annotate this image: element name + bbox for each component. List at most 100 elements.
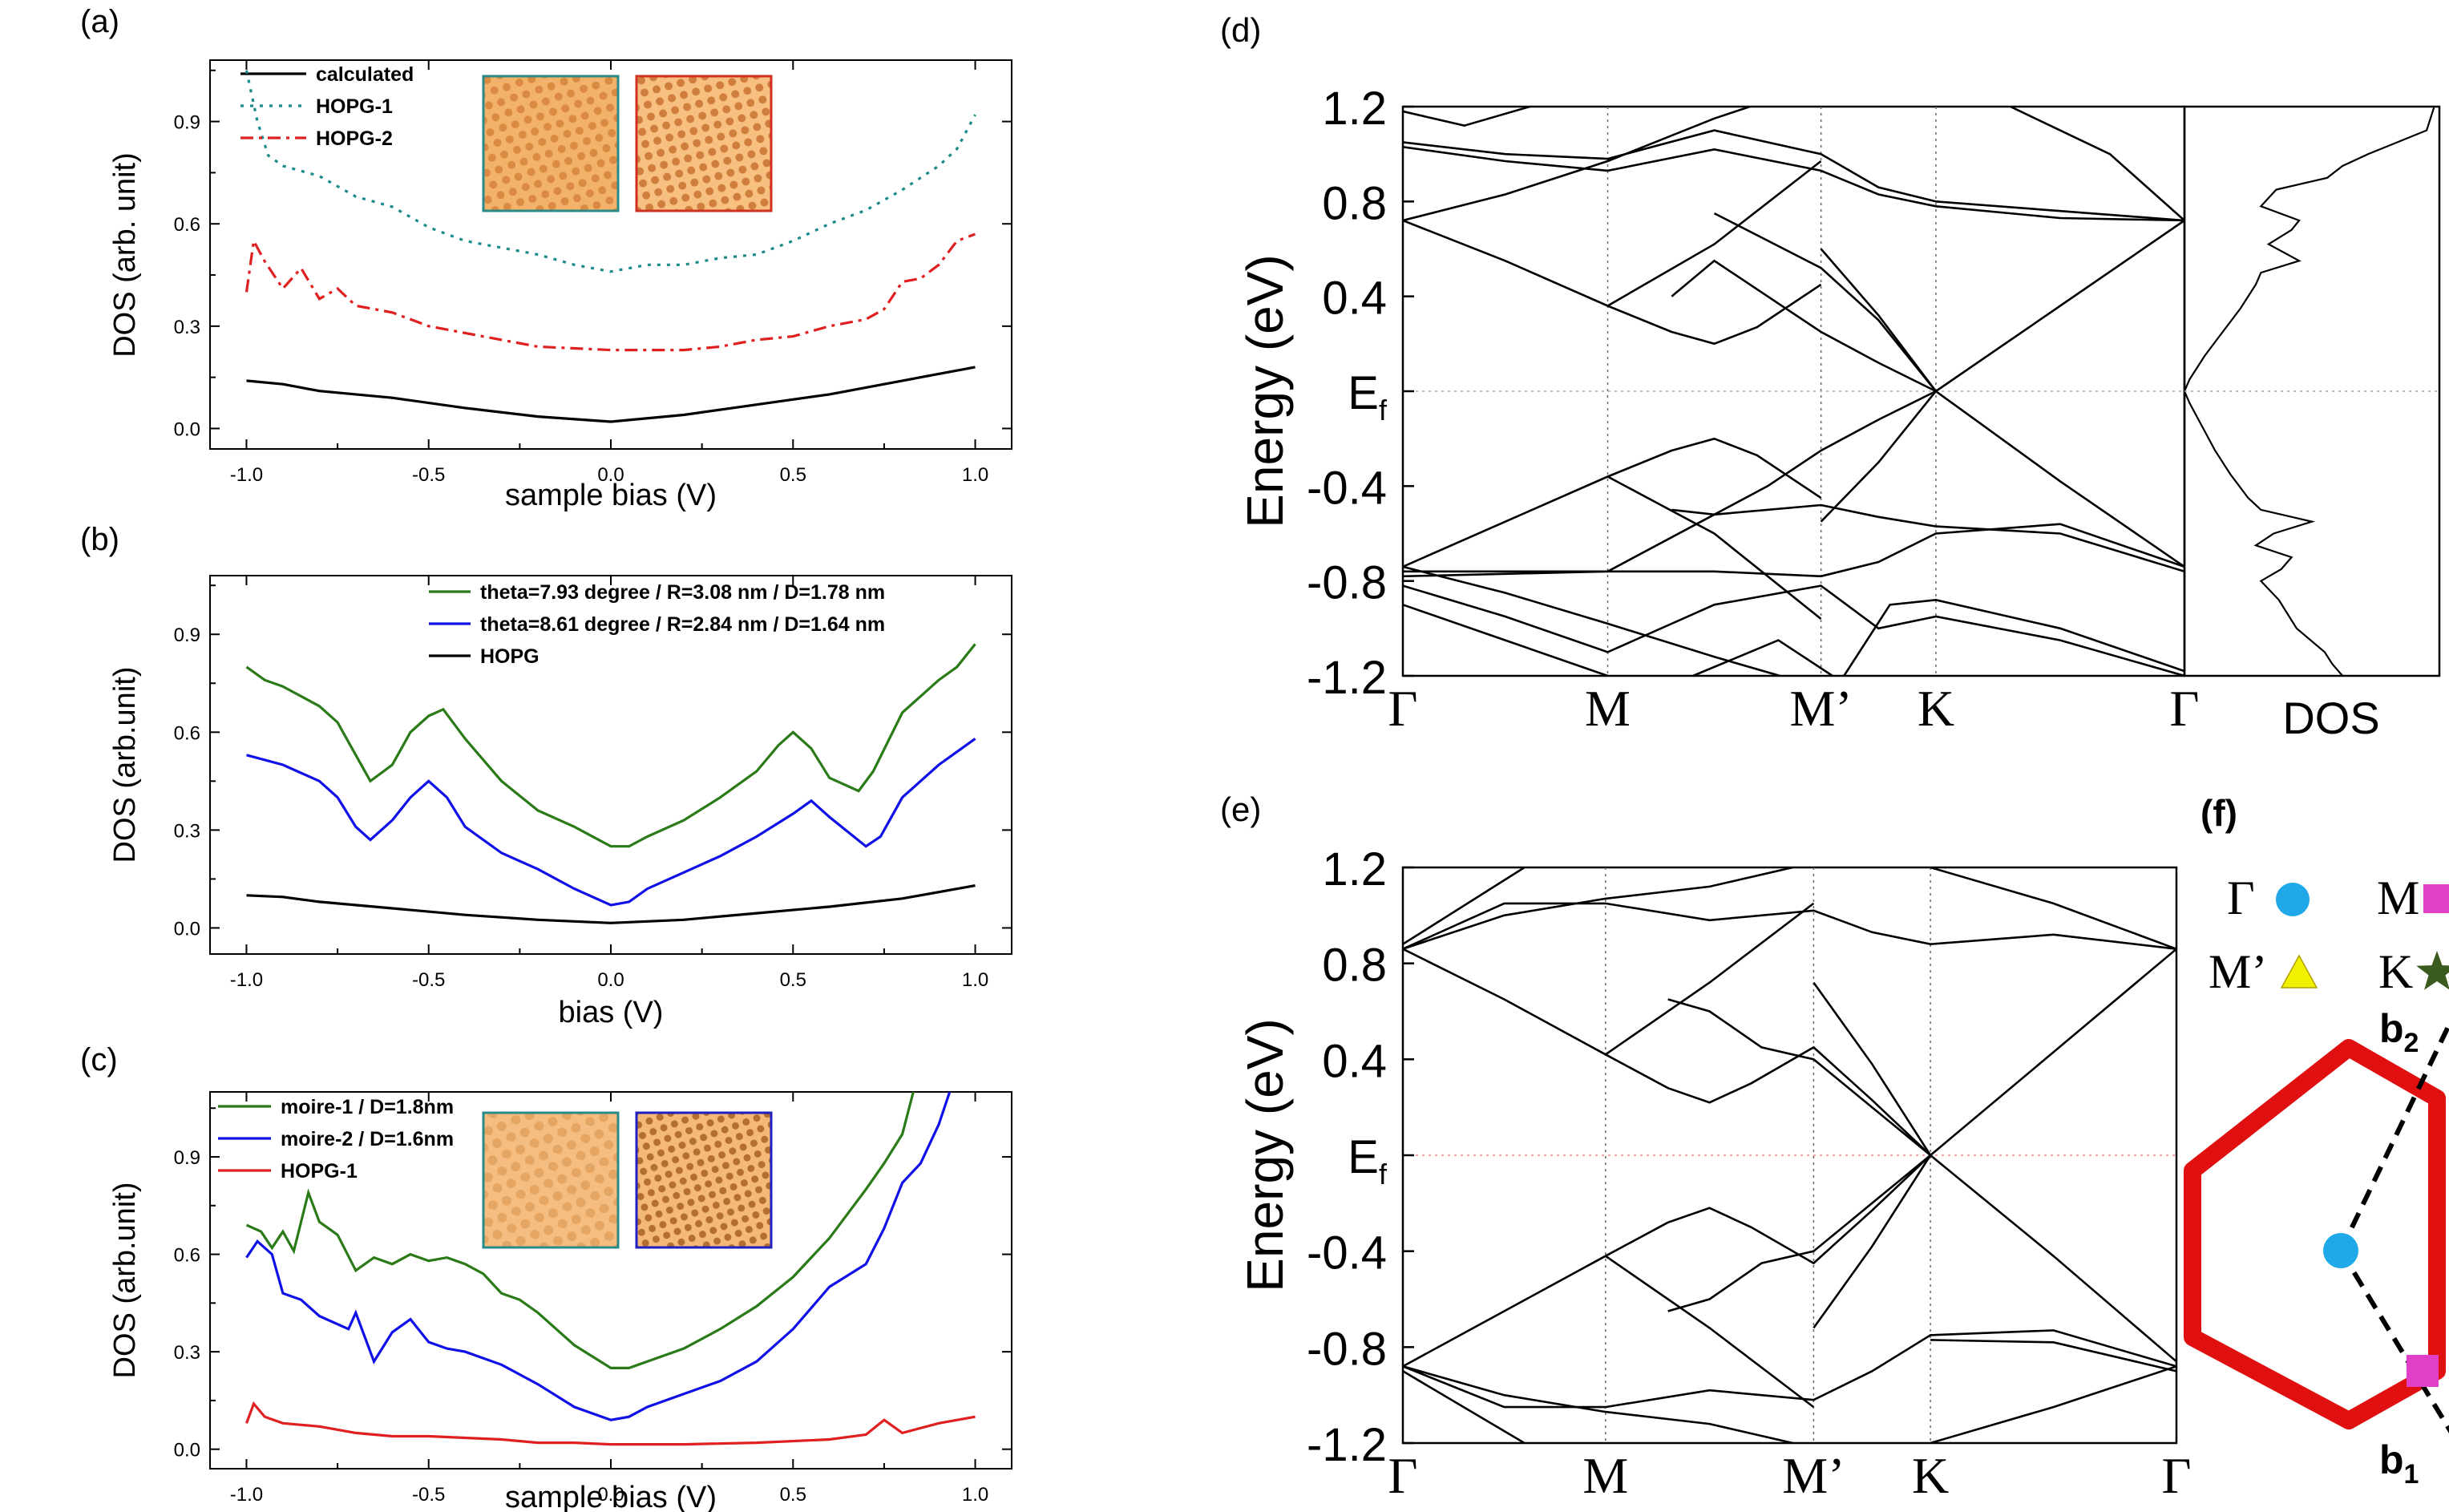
y-tick-label: 0.4 <box>1322 273 1387 325</box>
band-line <box>1930 1339 2176 1373</box>
k-point-label: M <box>1582 1447 1628 1504</box>
legend-mprime-triangle-icon <box>2280 954 2318 988</box>
panel-d-dos-frame <box>2183 105 2441 677</box>
band-line <box>1605 1255 1815 1409</box>
series-line-calculated <box>246 366 976 423</box>
x-tick-label: 0.0 <box>597 969 624 991</box>
panel-b-xlabel: bias (V) <box>559 996 664 1029</box>
legend-label: theta=7.93 degree / R=3.08 nm / D=1.78 n… <box>480 581 885 604</box>
panel-d-bands <box>1403 107 2184 676</box>
y-tick-label: -0.8 <box>1307 557 1387 609</box>
legend-gamma-circle-icon <box>2276 883 2310 916</box>
panel-a-inset-1 <box>482 75 620 212</box>
panel-a-label: (a) <box>80 4 119 39</box>
legend-k-star-icon <box>2416 951 2449 990</box>
x-tick-label: 1.0 <box>962 1484 988 1506</box>
k-point-label: K <box>1918 680 1954 737</box>
y-tick-label: 0.3 <box>174 820 200 842</box>
series-line-theta861 <box>246 738 976 907</box>
band-line <box>1713 212 1937 392</box>
gamma-point-circle-icon <box>2323 1233 2358 1268</box>
y-tick-label: 0.9 <box>174 1147 200 1169</box>
band-line <box>1606 475 1822 621</box>
panel-e-yticks: 1.2 0.8 0.4 Ef -0.4 -0.8 -1.2 <box>1307 843 1414 1471</box>
band-line <box>1403 902 2176 950</box>
band-line <box>1935 219 2184 393</box>
panel-c-xlabel: sample bias (V) <box>505 1481 717 1512</box>
x-tick-label: -0.5 <box>412 464 445 486</box>
y-tick-label: 0.0 <box>174 1440 200 1461</box>
band-line <box>1403 1365 1798 1443</box>
y-tick-label: 0.9 <box>174 625 200 646</box>
panel-e-ylabel: Energy (eV) <box>1236 1018 1294 1292</box>
legend-gamma-symbol: Γ <box>2227 871 2255 924</box>
panel-d-label: (d) <box>1220 11 1261 49</box>
band-line <box>1667 998 1931 1157</box>
b1-letter: b <box>2379 1437 2404 1482</box>
band-line <box>1605 902 1815 1056</box>
series-line-theta793 <box>245 643 976 848</box>
panel-a-ylabel: DOS (arb. unit) <box>108 152 142 358</box>
b2-subscript: 2 <box>2404 1028 2419 1058</box>
x-tick-label: 1.0 <box>962 969 988 991</box>
panel-c-ylabel: DOS (arb.unit) <box>108 1183 142 1379</box>
series-line-moire-1 <box>245 1092 915 1369</box>
band-line <box>1403 1329 2176 1409</box>
x-tick-label: -0.5 <box>412 1484 445 1506</box>
panel-e: (e) 1.2 0.8 0.4 Ef -0.4 -0.8 -1.2 Γ M M’ K Γ Energ… <box>1220 790 2192 1504</box>
k-point-label: Γ <box>2162 1447 2192 1504</box>
series-line-hopg-2 <box>244 232 976 352</box>
band-line <box>1403 503 2184 573</box>
panel-c-label: (c) <box>80 1042 118 1077</box>
band-line <box>1813 1154 1932 1329</box>
x-tick-label: -1.0 <box>230 969 263 991</box>
band-line <box>1813 981 2176 1363</box>
fermi-e-letter: E <box>1348 367 1379 419</box>
b2-letter: b <box>2379 1006 2404 1051</box>
x-tick-label: -1.0 <box>230 464 263 486</box>
band-line <box>1820 248 2184 568</box>
panel-d-ylabel: Energy (eV) <box>1236 254 1294 528</box>
band-line <box>1930 1365 2176 1443</box>
y-tick-label: -0.8 <box>1307 1323 1387 1375</box>
legend-label: HOPG-1 <box>281 1160 358 1183</box>
k-point-label: M’ <box>1782 1447 1845 1504</box>
panel-b-ylabel: DOS (arb.unit) <box>108 667 142 863</box>
band-line <box>1692 639 1833 676</box>
legend-label: HOPG-2 <box>316 127 393 150</box>
panel-a-plot: -1.0 -0.5 0.0 0.5 1.0 0.0 0.3 0.6 0.9 calculated H… <box>174 60 1012 486</box>
y-tick-label: 0.9 <box>174 112 200 134</box>
panel-d-yticks: 1.2 0.8 0.4 Ef -0.4 -0.8 -1.2 <box>1307 83 1414 704</box>
x-tick-label: -1.0 <box>230 1484 263 1506</box>
band-line <box>1403 948 1931 1156</box>
legend-label: moire-1 / D=1.8nm <box>281 1096 454 1118</box>
series-line-moire-2 <box>245 1092 952 1421</box>
panel-d-kpoints: Γ M M’ K Γ <box>1388 680 2200 737</box>
legend-label: HOPG <box>480 645 540 668</box>
legend-m-symbol: M <box>2377 871 2419 924</box>
brillouin-zone: b2 b1 <box>2184 1006 2449 1490</box>
fermi-level-label: Ef <box>1348 367 1388 427</box>
y-tick-label: 0.3 <box>174 317 200 338</box>
k-point-label: Γ <box>1388 1447 1418 1504</box>
legend-label: moire-2 / D=1.6nm <box>281 1128 454 1150</box>
k-point-label: Γ <box>2170 680 2200 737</box>
band-line <box>1403 867 1526 945</box>
band-line <box>1403 584 2184 676</box>
y-tick-label: 0.6 <box>174 1245 200 1267</box>
fermi-level-label: Ef <box>1348 1131 1388 1191</box>
y-tick-label: 0.3 <box>174 1342 200 1364</box>
fermi-subscript: f <box>1379 394 1388 427</box>
panel-d-dos-label: DOS <box>2282 693 2379 743</box>
panel-e-kpoints: Γ M M’ K Γ <box>1388 1447 2192 1504</box>
panel-a: (a) -1.0 -0.5 0.0 0.5 1.0 0.0 0.3 0.6 0.9 calcula… <box>80 4 1012 512</box>
band-line <box>1403 565 1784 676</box>
y-tick-label: 0.8 <box>1322 177 1387 229</box>
k-point-label: M <box>1585 680 1631 737</box>
panel-b-plot: -1.0 -0.5 0.0 0.5 1.0 0.0 0.3 0.6 0.9 theta=7.93 … <box>174 576 1012 991</box>
x-tick-label: 0.0 <box>597 464 624 486</box>
legend-k-symbol: K <box>2378 945 2413 998</box>
x-tick-label: 0.0 <box>597 1484 624 1506</box>
band-line <box>1403 146 2184 222</box>
